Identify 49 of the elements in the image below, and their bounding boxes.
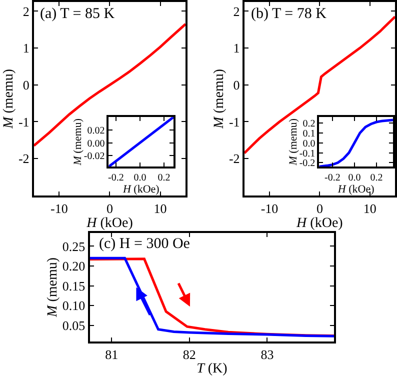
y-tick-label: 0.00 <box>87 138 105 150</box>
x-tick-label: 0.2 <box>158 172 170 184</box>
y-tick-label: -1 <box>228 114 240 130</box>
y-tick-label: -1 <box>18 114 30 130</box>
y-axis-title: M (memu) <box>212 68 228 130</box>
x-tick-label: 0.2 <box>370 172 383 184</box>
x-tick-label: -10 <box>260 201 278 216</box>
x-axis-title: H (kOe) <box>336 184 375 196</box>
x-tick-label: -0.2 <box>108 172 124 184</box>
x-tick-label: 0.0 <box>134 172 146 184</box>
y-tick-label: -0.02 <box>84 151 105 162</box>
x-tick-label: 83 <box>260 346 274 362</box>
chart-title: (c) H = 300 Oe <box>99 236 190 252</box>
x-tick-label: 81 <box>105 346 118 362</box>
chart-title: (a) T = 85 K <box>40 6 115 22</box>
x-tick-label: 0.0 <box>348 172 361 184</box>
y-tick-label: 0.05 <box>62 318 86 333</box>
y-tick-label: -0.2 <box>299 158 316 170</box>
y-tick-label: 0.1 <box>302 128 316 140</box>
y-tick-label: 0 <box>233 77 240 92</box>
x-tick-label: -10 <box>50 201 68 216</box>
x-tick-label: -0.2 <box>324 172 340 184</box>
x-axis-title: H (kOe) <box>122 184 160 196</box>
y-tick-label: 0 <box>22 77 30 92</box>
y-axis-title: M (memu) <box>287 118 300 166</box>
y-tick-label: -0.1 <box>299 148 316 160</box>
x-axis-title: H (kOe) <box>86 216 134 232</box>
y-tick-label: 1 <box>233 40 240 56</box>
y-tick-label: 0.10 <box>62 298 86 314</box>
y-tick-label: 0.2 <box>302 118 316 130</box>
x-axis-title: T (K) <box>196 362 228 377</box>
y-tick-label: 0.25 <box>62 238 86 254</box>
chart-title: (b) T = 78 K <box>251 6 327 22</box>
y-axis-title: M (memu) <box>72 118 84 166</box>
y-tick-label: 0.20 <box>62 258 86 274</box>
y-tick-label: 2 <box>233 4 240 19</box>
y-tick-label: 1 <box>22 40 30 56</box>
x-tick-label: 10 <box>363 201 376 216</box>
y-tick-label: 2 <box>22 4 30 19</box>
y-tick-label: 0.15 <box>62 278 86 294</box>
x-tick-label: 82 <box>182 346 196 362</box>
y-axis-title: M (memu) <box>2 68 17 130</box>
y-tick-label: -2 <box>228 151 240 166</box>
x-axis-title: H (kOe) <box>296 216 344 232</box>
y-tick-label: 0.02 <box>87 125 105 136</box>
y-tick-label: 0.0 <box>302 138 316 150</box>
y-axis-title: M (memu) <box>46 257 61 318</box>
x-tick-label: 10 <box>154 201 167 216</box>
y-tick-label: -2 <box>18 151 30 166</box>
